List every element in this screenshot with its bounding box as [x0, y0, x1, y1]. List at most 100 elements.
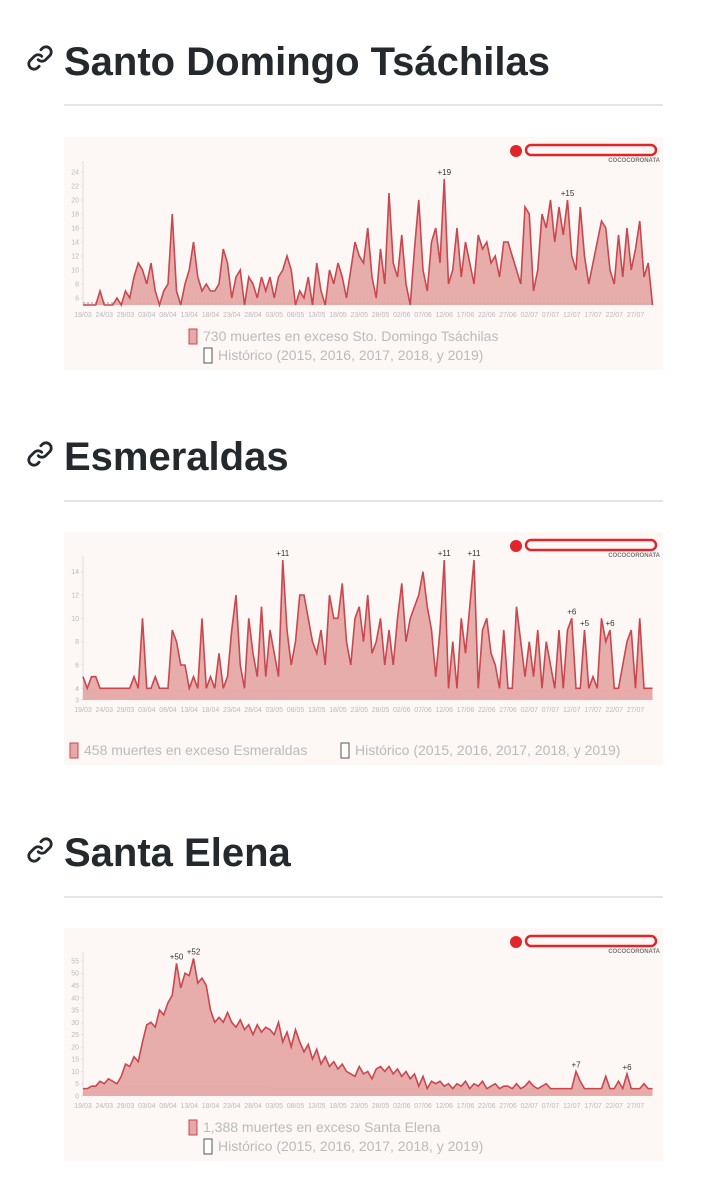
x-tick-label: 08/04	[159, 312, 177, 319]
x-tick-label: 28/05	[372, 1103, 390, 1110]
x-tick-label: 12/06	[435, 312, 453, 319]
x-tick-label: 24/03	[95, 1103, 113, 1110]
logo	[510, 145, 522, 157]
x-tick-label: 28/04	[244, 1103, 262, 1110]
x-tick-label: 13/05	[308, 312, 326, 319]
x-tick-label: 03/05	[265, 312, 283, 319]
x-tick-label: 03/05	[265, 1103, 283, 1110]
divider	[64, 500, 663, 502]
x-tick-label: 17/06	[457, 312, 475, 319]
x-tick-label: 17/06	[457, 707, 475, 714]
x-tick-label: 02/06	[393, 707, 411, 714]
x-tick-label: 07/06	[414, 707, 432, 714]
x-tick-label: 27/06	[499, 707, 517, 714]
x-tick-label: 02/07	[520, 312, 538, 319]
y-tick-label: 55	[71, 958, 79, 965]
x-tick-label: 22/07	[605, 1103, 623, 1110]
x-tick-label: 02/06	[393, 312, 411, 319]
x-tick-label: 08/04	[159, 707, 177, 714]
x-tick-label: 07/06	[414, 312, 432, 319]
x-tick-label: 17/07	[584, 707, 602, 714]
x-tick-label: 23/05	[350, 312, 368, 319]
y-tick-label: 24	[71, 170, 79, 177]
x-tick-label: 03/05	[265, 707, 283, 714]
x-tick-label: 12/07	[563, 1103, 581, 1110]
watermark: COCOCORONATA	[608, 949, 660, 955]
y-tick-label: 30	[71, 1020, 79, 1027]
x-tick-label: 23/04	[223, 707, 241, 714]
legend-label: 730 muertes en exceso Sto. Domingo Tsách…	[203, 328, 498, 344]
line	[83, 958, 653, 1091]
x-tick-label: 02/07	[520, 1103, 538, 1110]
y-tick-label: 6	[75, 663, 79, 670]
y-tick-label: 45	[71, 983, 79, 990]
heading: Santo Domingo Tsáchilas	[64, 40, 550, 84]
annotation: +5	[580, 619, 590, 628]
x-tick-label: 27/06	[499, 1103, 517, 1110]
x-tick-label: 22/06	[478, 707, 496, 714]
x-tick-label: 23/04	[223, 312, 241, 319]
legend-swatch	[69, 742, 79, 759]
x-tick-label: 12/06	[435, 1103, 453, 1110]
x-tick-label: 18/05	[329, 707, 347, 714]
y-tick-label: 15	[71, 1057, 79, 1064]
legend-label: Histórico (2015, 2016, 2017, 2018, y 201…	[218, 1138, 483, 1154]
x-tick-label: 13/05	[308, 707, 326, 714]
x-tick-label: 24/03	[95, 707, 113, 714]
x-tick-label: 03/04	[138, 1103, 156, 1110]
x-tick-label: 18/04	[202, 312, 220, 319]
area	[83, 179, 653, 305]
x-tick-label: 23/05	[350, 1103, 368, 1110]
x-tick-label: 02/07	[520, 707, 538, 714]
y-tick-label: 14	[71, 240, 79, 247]
x-tick-label: 08/05	[287, 312, 305, 319]
y-tick-label: 25	[71, 1032, 79, 1039]
heading: Esmeraldas	[64, 435, 289, 479]
annotation: +11	[276, 549, 290, 558]
area	[83, 560, 653, 700]
y-tick-label: 20	[71, 198, 79, 205]
x-tick-label: 19/03	[74, 1103, 92, 1110]
x-tick-label: 17/07	[584, 312, 602, 319]
x-tick-label: 07/07	[542, 1103, 560, 1110]
x-tick-label: 12/07	[563, 312, 581, 319]
logo	[510, 936, 522, 948]
y-tick-label: 14	[71, 569, 79, 576]
legend-swatch	[203, 1138, 213, 1155]
logo	[524, 143, 658, 157]
y-tick-label: 50	[71, 971, 79, 978]
link-icon[interactable]	[26, 836, 54, 864]
x-tick-label: 07/07	[542, 312, 560, 319]
x-tick-label: 28/04	[244, 312, 262, 319]
legend-label: 458 muertes en exceso Esmeraldas	[84, 742, 307, 758]
x-tick-label: 28/05	[372, 312, 390, 319]
link-icon[interactable]	[26, 44, 54, 72]
y-tick-label: 10	[71, 616, 79, 623]
x-tick-label: 29/03	[117, 312, 135, 319]
x-tick-label: 07/07	[542, 707, 560, 714]
x-tick-label: 03/04	[138, 312, 156, 319]
x-tick-label: 17/06	[457, 1103, 475, 1110]
annotation: +11	[438, 549, 452, 558]
divider	[64, 896, 663, 898]
link-icon[interactable]	[26, 440, 54, 468]
area	[83, 958, 653, 1096]
legend-swatch	[340, 742, 350, 759]
x-tick-label: 28/05	[372, 707, 390, 714]
logo	[524, 538, 658, 552]
x-tick-label: 18/04	[202, 1103, 220, 1110]
x-tick-label: 13/05	[308, 1103, 326, 1110]
x-tick-label: 03/04	[138, 707, 156, 714]
x-tick-label: 08/05	[287, 1103, 305, 1110]
y-tick-label: 0	[75, 1094, 79, 1101]
annotation: +50	[170, 952, 184, 961]
x-tick-label: 22/06	[478, 1103, 496, 1110]
divider	[64, 104, 663, 106]
logo	[524, 934, 658, 948]
watermark: COCOCORONATA	[608, 553, 660, 559]
x-tick-label: 29/03	[117, 1103, 135, 1110]
legend-swatch	[188, 328, 198, 345]
chart: 3 4 6 8 10 12 14 19/03 24/03 29/03 03/04 08/04 13/04…	[64, 532, 663, 765]
